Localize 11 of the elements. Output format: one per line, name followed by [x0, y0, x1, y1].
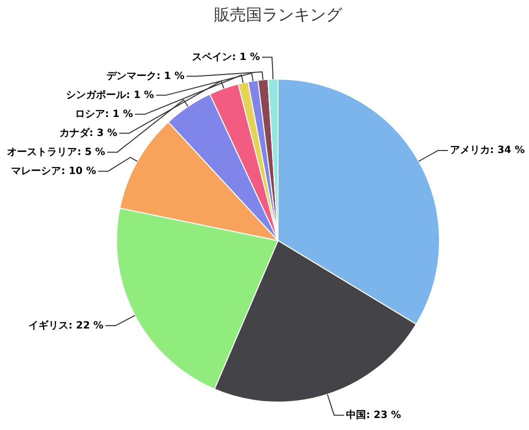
- slice-label: ロシア: 1 %: [75, 108, 133, 120]
- slice-label: イギリス: 22 %: [28, 319, 104, 332]
- slice-label: デンマーク: 1 %: [106, 70, 185, 82]
- slice-label: 中国: 23 %: [346, 408, 402, 421]
- slice-label: マレーシア: 10 %: [11, 166, 96, 177]
- slice-label: スペイン: 1 %: [192, 52, 260, 63]
- chart-title: 販売国ランキング: [214, 4, 343, 24]
- slice-label: カナダ: 3 %: [59, 126, 118, 139]
- slice-label: シンガポール: 1 %: [66, 90, 154, 101]
- slice-label: アメリカ: 34 %: [450, 145, 525, 156]
- slice-label: オーストラリア: 5 %: [7, 146, 106, 158]
